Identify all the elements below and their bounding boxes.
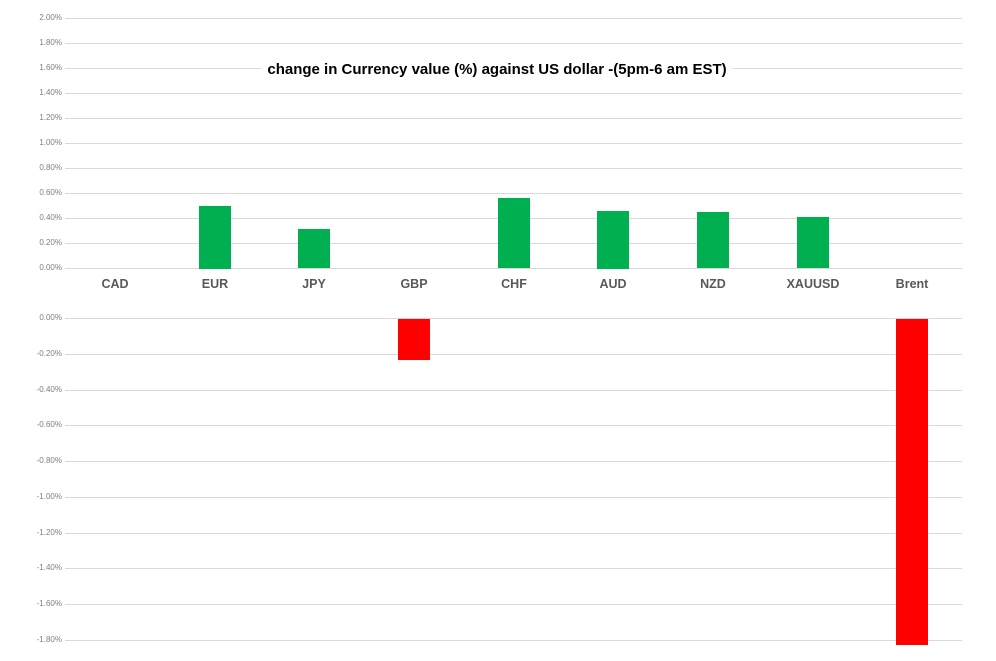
category-label-gbp: GBP — [400, 277, 428, 291]
upper-y-axis-tick-label: 2.00% — [39, 13, 62, 22]
bar-chf — [498, 198, 530, 268]
lower-y-axis-tick-label: -1.40% — [36, 563, 62, 572]
lower-gridline — [65, 568, 962, 569]
lower-gridline — [65, 354, 962, 355]
lower-gridline — [65, 425, 962, 426]
upper-gridline — [65, 193, 962, 194]
bar-gbp — [398, 319, 430, 360]
upper-y-axis-tick-label: 1.00% — [39, 138, 62, 147]
lower-y-axis-tick-label: -0.20% — [36, 349, 62, 358]
upper-y-axis-tick-label: 1.40% — [39, 88, 62, 97]
upper-gridline — [65, 143, 962, 144]
lower-gridline — [65, 318, 962, 319]
upper-y-axis-tick-label: 0.40% — [39, 213, 62, 222]
lower-gridline — [65, 497, 962, 498]
lower-y-axis-tick-label: -0.40% — [36, 385, 62, 394]
lower-y-axis-tick-label: -1.20% — [36, 528, 62, 537]
upper-gridline — [65, 118, 962, 119]
upper-y-axis-tick-label: 0.80% — [39, 163, 62, 172]
bar-xauusd — [797, 217, 829, 268]
lower-y-axis-tick-label: -1.00% — [36, 492, 62, 501]
upper-y-axis-tick-label: 1.60% — [39, 63, 62, 72]
lower-y-axis-tick-label: -1.60% — [36, 599, 62, 608]
category-label-jpy: JPY — [302, 277, 326, 291]
category-label-eur: EUR — [201, 277, 229, 291]
lower-y-axis-tick-label: -1.80% — [36, 635, 62, 644]
category-label-chf: CHF — [501, 277, 527, 291]
lower-y-axis-tick-label: -0.60% — [36, 420, 62, 429]
upper-y-axis-tick-label: 1.20% — [39, 113, 62, 122]
category-label-xauusd: XAUUSD — [786, 277, 840, 291]
lower-gridline — [65, 604, 962, 605]
chart-title: change in Currency value (%) against US … — [261, 61, 733, 78]
upper-gridline — [65, 93, 962, 94]
category-label-cad: CAD — [101, 277, 129, 291]
lower-gridline — [65, 390, 962, 391]
bar-eur — [199, 206, 231, 269]
upper-y-axis-tick-label: 1.80% — [39, 38, 62, 47]
upper-gridline — [65, 43, 962, 44]
upper-y-axis-tick-label: 0.20% — [39, 238, 62, 247]
bar-nzd — [697, 212, 729, 268]
bar-aud — [597, 211, 629, 269]
category-label-aud: AUD — [599, 277, 627, 291]
lower-gridline — [65, 461, 962, 462]
upper-gridline — [65, 18, 962, 19]
upper-gridline — [65, 168, 962, 169]
upper-y-axis-tick-label: 0.60% — [39, 188, 62, 197]
lower-gridline — [65, 640, 962, 641]
category-label-nzd: NZD — [700, 277, 726, 291]
category-label-brent: Brent — [895, 277, 929, 291]
upper-gridline — [65, 268, 962, 269]
bar-jpy — [298, 229, 330, 268]
upper-y-axis-tick-label: 0.00% — [39, 263, 62, 272]
bar-brent — [896, 319, 928, 645]
lower-gridline — [65, 533, 962, 534]
lower-y-axis-tick-label: -0.80% — [36, 456, 62, 465]
lower-y-axis-tick-label: 0.00% — [39, 313, 62, 322]
